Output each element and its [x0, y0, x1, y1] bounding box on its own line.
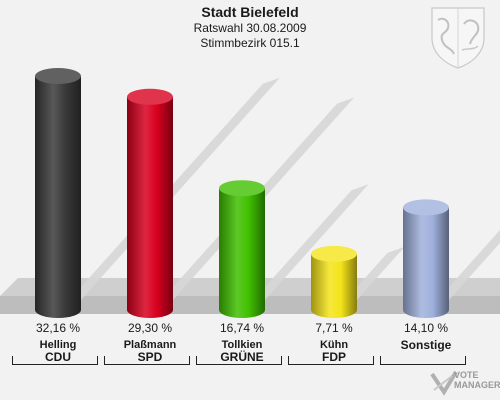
group-separator	[288, 356, 374, 365]
value-label: 14,10 %	[403, 321, 449, 335]
group-separator	[196, 356, 282, 365]
value-label: 16,74 %	[219, 321, 265, 335]
category-label: FDP	[322, 350, 346, 364]
logo-line-2: MANAGER	[454, 380, 500, 390]
bar-top	[311, 245, 357, 262]
election-label: Ratswahl 30.08.2009	[193, 21, 307, 35]
bar-cdu	[35, 68, 81, 318]
bar-body	[35, 76, 81, 318]
bar-spd	[127, 88, 173, 319]
vote-manager-logo-icon	[430, 370, 458, 396]
bar-fdp	[311, 245, 357, 318]
bar-body	[219, 188, 265, 318]
value-label: 32,16 %	[35, 321, 81, 335]
category-label: SPD	[137, 350, 163, 364]
bar-shadow	[248, 184, 369, 306]
bar-top	[127, 88, 173, 105]
bar-top	[219, 180, 265, 197]
chart-title: Stadt Bielefeld	[201, 4, 299, 20]
value-label: 29,30 %	[127, 321, 173, 335]
bar-gruene	[219, 180, 265, 318]
chart-header: Stadt Bielefeld Ratswahl 30.08.2009 Stim…	[0, 4, 500, 51]
district-label: Stimmbezirk 015.1	[200, 36, 300, 50]
group-separator	[380, 356, 466, 365]
group-separator	[104, 356, 190, 365]
bar-top	[403, 199, 449, 216]
candidate-label: Helling	[39, 339, 77, 351]
bar-top	[35, 68, 81, 84]
bar-body	[311, 253, 357, 318]
candidate-label: Kühn	[319, 339, 349, 351]
category-label: Sonstige	[400, 338, 452, 352]
bar-body	[403, 207, 449, 318]
candidate-label: Plaßmann	[123, 339, 177, 351]
candidate-label: Tollkien	[221, 339, 263, 351]
bar-body	[127, 96, 173, 319]
coat-of-arms-icon	[431, 7, 485, 69]
group-separator	[12, 356, 98, 365]
value-label: 7,71 %	[315, 321, 353, 335]
vote-manager-logo-text: VOTE MANAGER	[454, 370, 500, 390]
category-label: CDU	[45, 350, 71, 364]
logo-line-1: VOTE	[454, 370, 479, 380]
bar-sonstige	[403, 199, 449, 318]
category-label: GRÜNE	[220, 350, 264, 364]
